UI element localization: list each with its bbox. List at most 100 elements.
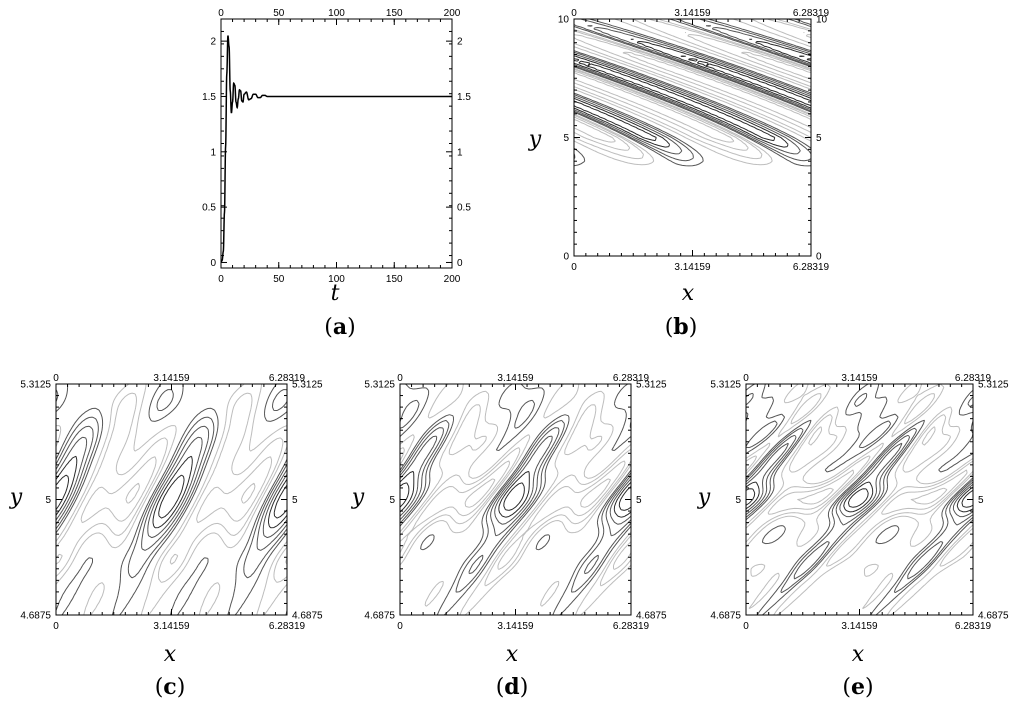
y-tick-label-left: 5 bbox=[563, 133, 569, 144]
x-tick-label-top: 6.28319 bbox=[955, 373, 992, 384]
x-axis-title: x bbox=[852, 642, 865, 667]
panel-label-letter: e bbox=[851, 674, 865, 700]
panel-label-letter: a bbox=[333, 314, 347, 340]
panel-label: (c) bbox=[155, 674, 186, 700]
x-tick-label-bottom: 6.28319 bbox=[793, 262, 830, 273]
y-tick-label-right: 5.3125 bbox=[292, 380, 323, 391]
y-tick-label-right: 4.6875 bbox=[636, 611, 667, 622]
x-tick-label-top: 150 bbox=[386, 8, 403, 19]
panel-label-close: ) bbox=[347, 315, 356, 340]
y-tick-label-left: 5 bbox=[735, 495, 741, 506]
panel-label-close: ) bbox=[520, 675, 529, 700]
contour-level-6 bbox=[400, 384, 631, 615]
contour-level-5 bbox=[56, 384, 287, 615]
x-tick-label-bottom: 3.14159 bbox=[153, 621, 190, 632]
x-axis-title: x bbox=[164, 642, 177, 667]
y-tick-label-right: 5 bbox=[636, 495, 642, 506]
y-tick-label-right: 1 bbox=[457, 147, 463, 158]
y-tick-label-left: 4.6875 bbox=[364, 611, 395, 622]
plot-area bbox=[746, 384, 973, 615]
plot-area bbox=[221, 35, 452, 264]
x-tick-label-bottom: 0 bbox=[397, 621, 403, 632]
x-tick-label-top: 0 bbox=[218, 8, 224, 19]
plot-area bbox=[574, 19, 811, 167]
x-tick-label-bottom: 3.14159 bbox=[674, 262, 711, 273]
contour-level-3 bbox=[400, 460, 631, 570]
panel-label: (d) bbox=[496, 674, 529, 700]
panel-label-open: ( bbox=[324, 315, 333, 340]
x-tick-label-top: 3.14159 bbox=[841, 373, 878, 384]
y-tick-label-left: 1.5 bbox=[202, 92, 216, 103]
plot-frame bbox=[220, 18, 453, 269]
y-tick-label-left: 1 bbox=[210, 147, 216, 158]
x-tick-label-top: 50 bbox=[273, 8, 285, 19]
contour-level-4 bbox=[746, 393, 973, 567]
y-axis-title: y bbox=[9, 485, 23, 510]
x-tick-label-bottom: 3.14159 bbox=[841, 621, 878, 632]
contour-level-10 bbox=[746, 481, 973, 513]
contour-level-9 bbox=[56, 436, 287, 539]
contour-level-8 bbox=[574, 38, 811, 148]
y-tick-label-left: 0.5 bbox=[202, 203, 216, 214]
y-tick-label-right: 2 bbox=[457, 37, 463, 48]
x-axis-title: t bbox=[331, 281, 340, 306]
contour-level-1 bbox=[574, 51, 811, 143]
x-tick-label-bottom: 0 bbox=[743, 621, 749, 632]
y-tick-label-right: 1.5 bbox=[457, 92, 471, 103]
x-tick-label-bottom: 0 bbox=[53, 621, 59, 632]
y-tick-label-right: 0 bbox=[816, 252, 822, 263]
panel-label-open: ( bbox=[155, 675, 164, 700]
contour-level-2 bbox=[797, 487, 948, 505]
panel-label-close: ) bbox=[689, 315, 698, 340]
y-tick-label-left: 5 bbox=[389, 495, 395, 506]
y-tick-label-right: 5.3125 bbox=[978, 380, 1009, 391]
contour-level-3 bbox=[574, 19, 811, 160]
y-axis-title: y bbox=[351, 485, 365, 510]
panel-label: (a) bbox=[324, 314, 355, 340]
panel-label-letter: b bbox=[673, 314, 688, 340]
y-axis-title: y bbox=[528, 127, 542, 152]
x-tick-label-top: 100 bbox=[328, 8, 345, 19]
y-axis-title: y bbox=[697, 485, 711, 510]
plot-frame bbox=[55, 383, 288, 616]
x-tick-label-top: 0 bbox=[571, 8, 577, 19]
y-tick-label-left: 4.6875 bbox=[710, 611, 741, 622]
y-tick-label-right: 5 bbox=[816, 133, 822, 144]
plot-area bbox=[400, 384, 631, 615]
panel-label-open: ( bbox=[665, 315, 674, 340]
x-tick-label-bottom: 6.28319 bbox=[955, 621, 992, 632]
contour-level-5 bbox=[574, 19, 811, 167]
contour-level-9 bbox=[746, 442, 973, 518]
contour-level-8 bbox=[56, 425, 287, 551]
contour-level-7 bbox=[746, 392, 973, 594]
x-tick-label-bottom: 6.28319 bbox=[613, 621, 650, 632]
panel-label-letter: c bbox=[163, 674, 176, 700]
x-tick-label-bottom: 0 bbox=[218, 274, 224, 285]
x-tick-label-top: 6.28319 bbox=[613, 373, 650, 384]
y-tick-label-right: 4.6875 bbox=[978, 611, 1009, 622]
x-tick-label-bottom: 3.14159 bbox=[497, 621, 534, 632]
contour-level-2 bbox=[125, 482, 256, 504]
y-tick-label-left: 4.6875 bbox=[20, 611, 51, 622]
y-tick-label-right: 5.3125 bbox=[636, 380, 667, 391]
panel-label-close: ) bbox=[865, 675, 874, 700]
x-tick-label-bottom: 150 bbox=[386, 274, 403, 285]
y-tick-label-right: 5 bbox=[978, 495, 984, 506]
x-tick-label-bottom: 50 bbox=[273, 274, 285, 285]
contour-level-8 bbox=[746, 434, 973, 580]
y-tick-label-left: 2 bbox=[210, 37, 216, 48]
contour-level-2 bbox=[464, 478, 611, 508]
contour-level-9 bbox=[574, 55, 811, 142]
y-tick-label-right: 0.5 bbox=[457, 203, 471, 214]
x-tick-label-top: 0 bbox=[53, 373, 59, 384]
y-tick-label-left: 5.3125 bbox=[710, 380, 741, 391]
plot-area bbox=[56, 384, 287, 615]
panel-label-letter: d bbox=[504, 674, 519, 700]
x-axis-title: x bbox=[506, 642, 519, 667]
x-tick-label-top: 6.28319 bbox=[793, 8, 830, 19]
x-tick-label-top: 0 bbox=[397, 373, 403, 384]
series-line bbox=[221, 35, 452, 264]
contour-level-5 bbox=[746, 384, 973, 615]
